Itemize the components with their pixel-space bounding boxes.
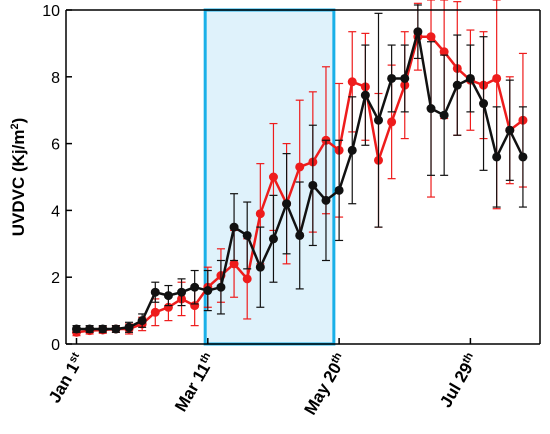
y-axis-title-close: )	[9, 118, 28, 124]
y-tick-label: 2	[51, 270, 60, 287]
axes	[65, 9, 541, 345]
data-point	[255, 209, 265, 219]
y-axis-title: UVDVC (Kj/m2)	[9, 118, 28, 237]
x-tick-label-3: Jul 29th	[436, 350, 482, 410]
data-point	[282, 199, 292, 209]
data-point	[347, 77, 357, 87]
data-point	[360, 90, 370, 100]
data-point	[295, 230, 305, 240]
data-point	[229, 222, 239, 232]
x-ticks: Jan 1st Mar 11th May 20th Jul 29th	[45, 338, 482, 418]
data-point	[465, 73, 475, 83]
x-tick-label-1: Mar 11th	[171, 350, 219, 415]
y-ticks: 0 2 4 6 8 10	[42, 3, 72, 354]
data-point	[242, 274, 252, 284]
x-tick-label-0: Jan 1st	[45, 350, 88, 406]
data-point	[387, 73, 397, 83]
y-axis-title-main: UVDVC (Kj/m	[9, 130, 28, 237]
data-point	[492, 152, 502, 162]
data-point	[150, 287, 160, 297]
data-point	[111, 324, 121, 334]
data-point	[150, 307, 160, 317]
data-point	[518, 152, 528, 162]
data-point	[98, 324, 108, 334]
y-tick-label: 4	[51, 203, 60, 220]
y-tick-label: 6	[51, 137, 60, 154]
y-tick-label: 10	[42, 3, 60, 20]
data-point	[203, 286, 213, 296]
data-point	[268, 172, 278, 182]
series-layer	[72, 0, 528, 337]
data-point	[426, 104, 436, 114]
series-1	[72, 4, 528, 334]
data-point	[387, 117, 397, 127]
data-point	[505, 125, 515, 135]
data-point	[137, 316, 147, 326]
data-point	[439, 47, 449, 57]
data-point	[85, 324, 95, 334]
y-axis-title-sup: 2	[9, 123, 21, 129]
data-point	[124, 322, 134, 332]
data-point	[255, 262, 265, 272]
data-point	[321, 195, 331, 205]
data-point	[439, 110, 449, 120]
data-point	[413, 27, 423, 37]
data-point	[426, 32, 436, 42]
data-point	[479, 99, 489, 109]
data-point	[400, 73, 410, 83]
data-point	[216, 282, 226, 292]
x-tick-label-2: May 20th	[301, 350, 351, 418]
data-point	[177, 287, 187, 297]
data-point	[242, 230, 252, 240]
data-point	[373, 115, 383, 125]
y-tick-label: 8	[51, 70, 60, 87]
y-tick-label: 0	[51, 337, 60, 354]
data-point	[347, 145, 357, 155]
data-point	[295, 162, 305, 172]
data-point	[308, 180, 318, 190]
data-point	[452, 80, 462, 90]
data-point	[72, 324, 82, 334]
data-point	[492, 73, 502, 83]
data-point	[163, 291, 173, 301]
data-point	[229, 259, 239, 269]
data-point	[190, 282, 200, 292]
data-point	[334, 185, 344, 195]
data-point	[268, 234, 278, 244]
